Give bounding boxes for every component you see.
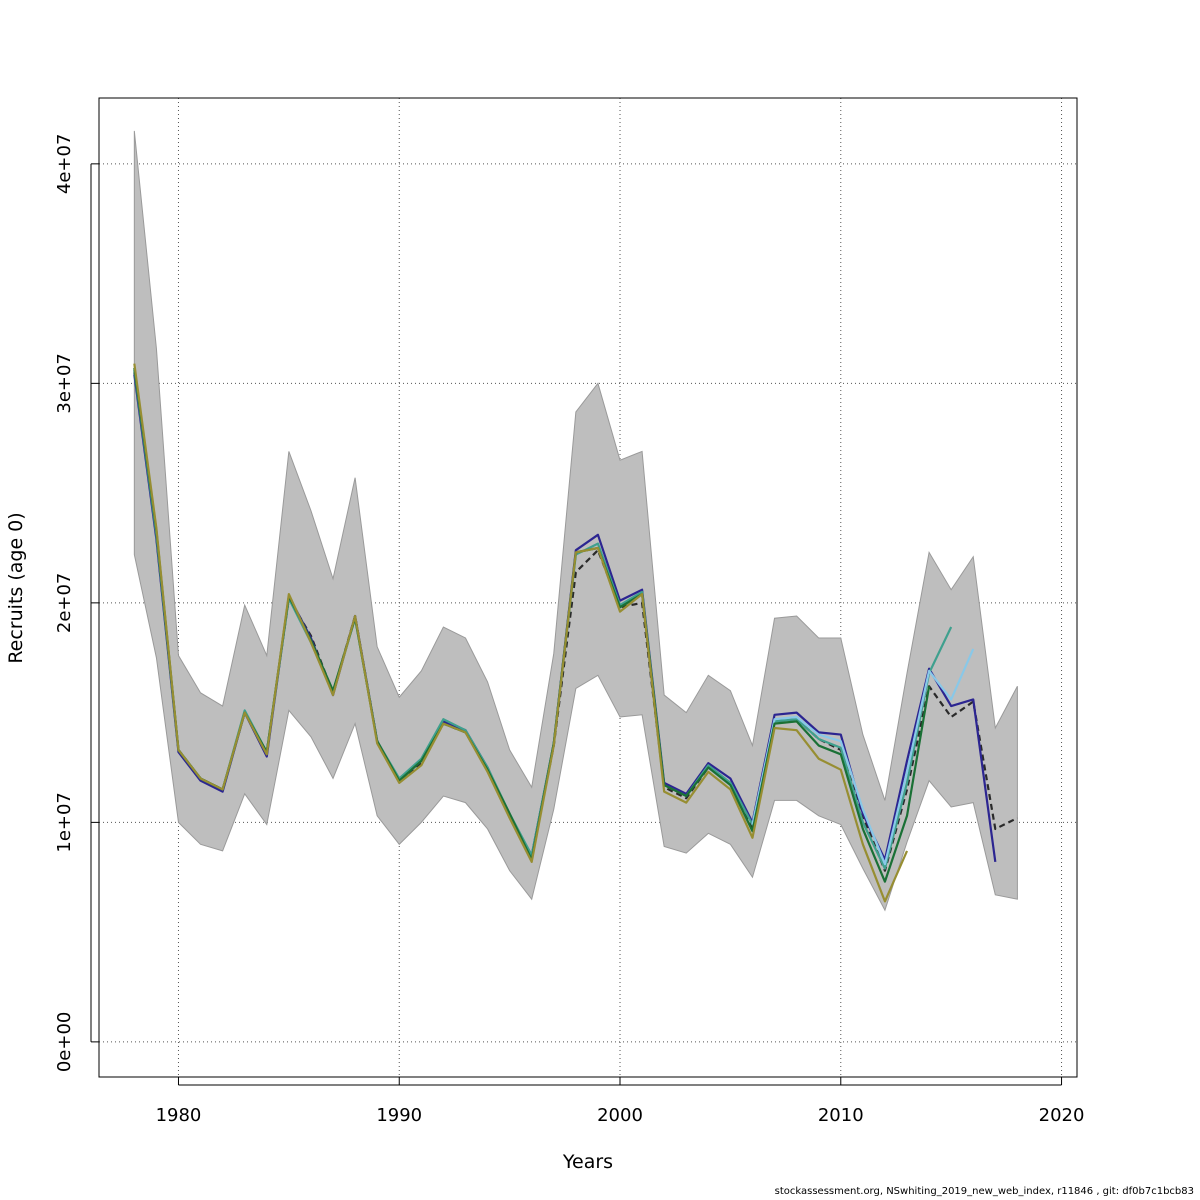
y-tick-label: 4e+07 bbox=[54, 134, 75, 195]
x-tick-label: 1980 bbox=[156, 1105, 202, 1126]
series-lines bbox=[133, 363, 1018, 903]
confidence-band bbox=[133, 130, 1018, 912]
series-line-3 bbox=[751, 648, 975, 866]
y-tick-label: 1e+07 bbox=[54, 792, 75, 853]
x-tick-label: 2020 bbox=[1039, 1105, 1085, 1126]
x-axis-title: Years bbox=[562, 1151, 613, 1173]
x-axis: 1980 1990 2000 2010 2020 bbox=[156, 1077, 1085, 1126]
series-line-5 bbox=[133, 363, 909, 903]
y-axis-title: Recruits (age 0) bbox=[5, 512, 27, 663]
series-line-0 bbox=[133, 372, 1018, 872]
y-tick-label: 3e+07 bbox=[54, 353, 75, 414]
y-axis: 0e+00 1e+07 2e+07 3e+07 4e+07 bbox=[54, 134, 99, 1073]
x-tick-label: 2010 bbox=[818, 1105, 864, 1126]
confidence-band-area bbox=[133, 130, 1018, 912]
x-tick-label: 2000 bbox=[597, 1105, 643, 1126]
y-tick-label: 2e+07 bbox=[54, 573, 75, 634]
y-tick-label: 0e+00 bbox=[54, 1012, 75, 1073]
footer-note: stockassessment.org, NSwhiting_2019_new_… bbox=[774, 1186, 1194, 1197]
plot-frame bbox=[98, 97, 1078, 1078]
x-tick-label: 1990 bbox=[376, 1105, 422, 1126]
